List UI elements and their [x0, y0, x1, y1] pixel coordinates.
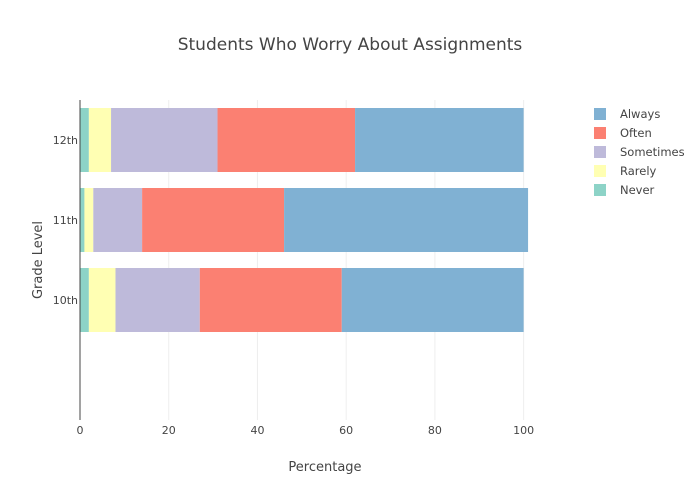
bar-sometimes-10th: [115, 268, 200, 332]
bar-never-10th: [80, 268, 89, 332]
legend-swatch-sometimes: [594, 146, 606, 158]
y-axis-ticks: 10th 11th 12th: [53, 134, 78, 307]
x-tick-label: 60: [339, 424, 353, 437]
bar-never-11th: [80, 188, 85, 252]
legend-swatch-always: [594, 108, 606, 120]
bars: [80, 108, 529, 332]
bar-never-12th: [80, 108, 89, 172]
legend: Always Often Sometimes Rarely Never: [594, 107, 685, 197]
bar-often-12th: [217, 108, 356, 172]
x-axis-title: Percentage: [288, 460, 361, 475]
bar-sometimes-11th: [93, 188, 143, 252]
legend-swatch-rarely: [594, 165, 606, 177]
x-tick-label: 0: [77, 424, 84, 437]
y-tick-label: 11th: [53, 214, 78, 227]
y-tick-label: 12th: [53, 134, 78, 147]
bar-often-10th: [199, 268, 342, 332]
legend-label-often: Often: [620, 126, 652, 140]
legend-swatch-never: [594, 184, 606, 196]
bar-often-11th: [142, 188, 285, 252]
y-axis-title: Grade Level: [31, 221, 46, 299]
x-tick-label: 80: [428, 424, 442, 437]
legend-label-rarely: Rarely: [620, 164, 657, 178]
y-tick-label: 10th: [53, 294, 78, 307]
bar-rarely-10th: [88, 268, 116, 332]
legend-label-sometimes: Sometimes: [620, 145, 685, 159]
x-tick-label: 20: [162, 424, 176, 437]
bar-always-10th: [341, 268, 524, 332]
legend-label-always: Always: [620, 107, 660, 121]
legend-swatch-often: [594, 127, 606, 139]
bar-always-12th: [355, 108, 524, 172]
legend-label-never: Never: [620, 183, 655, 197]
bar-sometimes-12th: [111, 108, 218, 172]
x-tick-label: 100: [513, 424, 534, 437]
bar-rarely-11th: [84, 188, 94, 252]
x-tick-label: 40: [250, 424, 264, 437]
chart-title: Students Who Worry About Assignments: [178, 35, 523, 55]
bar-always-11th: [284, 188, 529, 252]
x-axis-ticks: 0 20 40 60 80 100: [77, 424, 535, 437]
bar-rarely-12th: [88, 108, 112, 172]
